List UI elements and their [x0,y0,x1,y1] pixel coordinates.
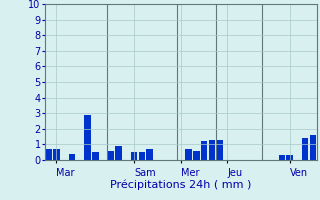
Bar [131,152,138,160]
Bar [108,151,114,160]
Bar [147,149,153,160]
Bar [302,138,308,160]
Bar [69,154,75,160]
Bar [92,152,99,160]
Bar [201,141,207,160]
Bar [53,149,60,160]
Bar [310,135,316,160]
X-axis label: Précipitations 24h ( mm ): Précipitations 24h ( mm ) [110,179,252,190]
Bar [278,155,285,160]
Bar [185,149,192,160]
Bar [216,140,223,160]
Bar [84,115,91,160]
Bar [193,151,200,160]
Bar [139,152,145,160]
Bar [115,146,122,160]
Bar [209,140,215,160]
Bar [286,155,293,160]
Bar [45,149,52,160]
